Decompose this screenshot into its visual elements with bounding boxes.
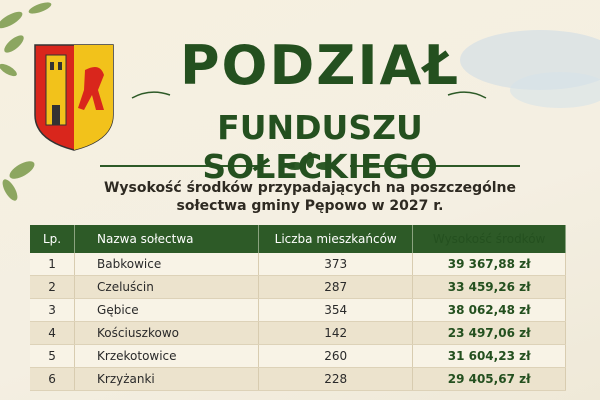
table-cell: 3 [30, 298, 76, 322]
table-cell: 6 [30, 367, 76, 391]
table-cell: Krzyżanki [74, 367, 260, 391]
table-cell: 39 367,88 zł [412, 253, 566, 276]
table-cell: 354 [258, 298, 414, 322]
table-cell: 31 604,23 zł [412, 344, 566, 368]
table-row: 2 Czeluścin 287 33 459,26 zł [30, 275, 566, 299]
table: Lp. Nazwa sołectwa Liczba mieszkańców Wysok… [30, 225, 566, 391]
column-header: Wysokość środków [412, 225, 566, 253]
column-header: Nazwa sołectwa [74, 225, 260, 253]
column-header: Liczba mieszkańców [258, 225, 414, 253]
title: PODZIAŁ [179, 34, 461, 97]
table-cell: 373 [258, 253, 414, 276]
header-row: Lp. Nazwa sołectwa Liczba mieszkańców Wysok… [30, 225, 566, 253]
table-cell: 4 [30, 321, 76, 345]
table-cell: 38 062,48 zł [412, 298, 566, 322]
table-cell: 1 [30, 253, 76, 276]
subtitle: sołectwa gminy Pępowo w 2027 r. [176, 198, 444, 214]
table-cell: 23 497,06 zł [412, 321, 566, 345]
table-row: 1 Babkowice 373 39 367,88 zł [30, 253, 566, 276]
table-cell: Gębice [74, 298, 260, 322]
table-cell: Babkowice [74, 253, 260, 276]
table-cell: Kościuszkowo [74, 321, 260, 345]
table-row: 5 Krzekotowice 260 31 604,23 zł [30, 344, 566, 368]
table-cell: 29 405,67 zł [412, 367, 566, 391]
table-row: 3 Gębice 354 38 062,48 zł [30, 298, 566, 322]
table-cell: 2 [30, 275, 76, 299]
table-cell: 5 [30, 344, 76, 368]
table-cell: 260 [258, 344, 414, 368]
table-cell: 287 [258, 275, 414, 299]
table-cell: 142 [258, 321, 414, 345]
table-cell: 33 459,26 zł [412, 275, 566, 299]
table-cell: 228 [258, 367, 414, 391]
title-line: FUNDUSZU SOŁECKIEGO [202, 108, 438, 186]
subtitle: Wysokość środków przypadających na poszc… [103, 180, 516, 196]
table-row: 6 Krzyżanki 228 29 405,67 zł [30, 367, 566, 391]
table-cell: Krzekotowice [74, 344, 260, 368]
table-row: 4 Kościuszkowo 142 23 497,06 zł [30, 321, 566, 345]
column-header: Lp. [30, 225, 76, 253]
table-cell: Czeluścin [74, 275, 260, 299]
